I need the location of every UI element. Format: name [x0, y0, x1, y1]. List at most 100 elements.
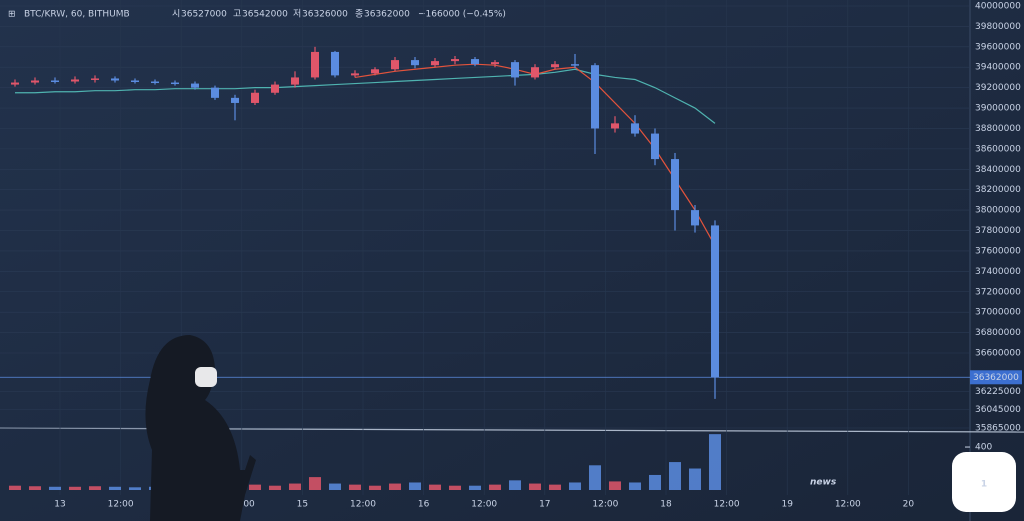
candle-body [11, 82, 19, 85]
candle-body [371, 69, 379, 74]
header-key: 시 [172, 9, 180, 20]
y-tick-label: 36800000 [975, 328, 1021, 338]
volume-bar [669, 462, 681, 490]
volume-bar [89, 486, 101, 490]
candle-body [31, 80, 39, 83]
person-silhouette [145, 335, 256, 521]
candle-body [151, 81, 159, 84]
volume-bar [9, 485, 21, 490]
x-tick-label: 13 [54, 500, 65, 510]
volume-bar [369, 485, 381, 490]
header: 시 36527000 고 36542000 저 36326000 종 36362000 [172, 9, 410, 20]
candle-body [191, 83, 199, 88]
x-tick-label: 12:00 [471, 500, 497, 510]
x-tick-label: 16 [418, 500, 430, 510]
volume-bar [449, 485, 461, 490]
volume-bar [389, 483, 401, 490]
candle-body [211, 87, 219, 98]
header-value: 36527000 [181, 10, 227, 20]
candle-body [251, 92, 259, 103]
volume-bar [349, 484, 361, 490]
volume-bar [589, 465, 601, 490]
x-tick-label: 12:00 [714, 500, 740, 510]
x-tick-label: 12:00 [350, 500, 376, 510]
header-key: 고 [233, 10, 241, 20]
y-tick-label: 37000000 [975, 308, 1021, 318]
candle-body [51, 80, 59, 83]
y-tick-label: 36600000 [975, 348, 1021, 358]
candle-body [71, 79, 79, 82]
candle-body [91, 78, 99, 80]
y-tick-label: 36045000 [975, 405, 1021, 415]
candle-body [231, 97, 239, 103]
candle-body [351, 73, 359, 76]
volume-bar [469, 485, 481, 490]
x-tick-label: 12:00 [108, 500, 134, 510]
volume-bar [649, 474, 661, 490]
candle-body [111, 78, 119, 81]
x-tick-label: 12:00 [835, 500, 861, 510]
y-tick-label: 40000000 [975, 2, 1021, 12]
y-tick-label: 39800000 [975, 22, 1021, 32]
y-tick-label: 38800000 [975, 124, 1021, 134]
symbol-title: BTC/KRW, 60, BITHUMB [24, 10, 130, 20]
x-tick-label: 19 [781, 500, 793, 510]
y-tick-label: 38000000 [975, 206, 1021, 216]
y-tick-label: 37600000 [975, 246, 1021, 256]
candle-body [471, 59, 479, 65]
y-tick-label: 39000000 [975, 104, 1021, 114]
y-tick-label: 38200000 [975, 185, 1021, 195]
mask [195, 367, 217, 387]
plot: 40000000 39800000 39600000 39400000 39200000… [0, 0, 1022, 510]
y-tick-label: 38600000 [975, 144, 1021, 154]
volume-bar [309, 477, 321, 490]
volume-bar [609, 481, 621, 490]
candle-body [571, 64, 579, 66]
volume-bar [709, 434, 721, 490]
volume-bar [549, 484, 561, 490]
candle-body [311, 51, 319, 78]
candle-body [291, 77, 299, 85]
header-key: 저 [293, 9, 301, 20]
volume-bar [69, 486, 81, 490]
candle-body [331, 51, 339, 76]
candle-body [711, 225, 719, 378]
volume-bar [569, 482, 581, 490]
watermark-text: news [810, 478, 837, 488]
y-tick-label: 36225000 [975, 387, 1021, 397]
volume-bar [109, 486, 121, 490]
candle-body [271, 84, 279, 93]
candle-body [131, 80, 139, 83]
x-tick-label: 15 [297, 500, 308, 510]
volume-tick-label: 400 [975, 443, 992, 453]
candle-body [411, 60, 419, 66]
volume-bar [629, 482, 641, 490]
candle-body [671, 159, 679, 211]
x-tick-label: 12:00 [592, 500, 618, 510]
candle-body [631, 123, 639, 134]
volume-bar [289, 483, 301, 490]
x-tick-label: 17 [539, 500, 550, 510]
volume-bar [29, 486, 41, 490]
header-value: 36542000 [242, 10, 288, 20]
x-tick-label: 18 [660, 500, 672, 510]
change: −166000 (−0.45%) [418, 10, 506, 20]
volume-bar [529, 483, 541, 490]
y-tick-label: 35865000 [975, 424, 1021, 434]
volume-bar [49, 486, 61, 490]
candle-body [391, 60, 399, 70]
y-tick-label: 37200000 [975, 287, 1021, 297]
candle-body [691, 210, 699, 226]
volume-bar [329, 483, 341, 490]
y-tick-label: 37400000 [975, 267, 1021, 277]
candle-body [611, 123, 619, 129]
watermark-badge-bg [952, 452, 1016, 512]
candle-body [531, 67, 539, 78]
header-value: 36326000 [302, 10, 348, 20]
y-tick-label: 39400000 [975, 63, 1021, 73]
y-tick-label: 37800000 [975, 226, 1021, 236]
icon: ⊞ [8, 10, 16, 20]
y-tick-label: 39600000 [975, 42, 1021, 52]
header-key: 종 [355, 9, 363, 20]
